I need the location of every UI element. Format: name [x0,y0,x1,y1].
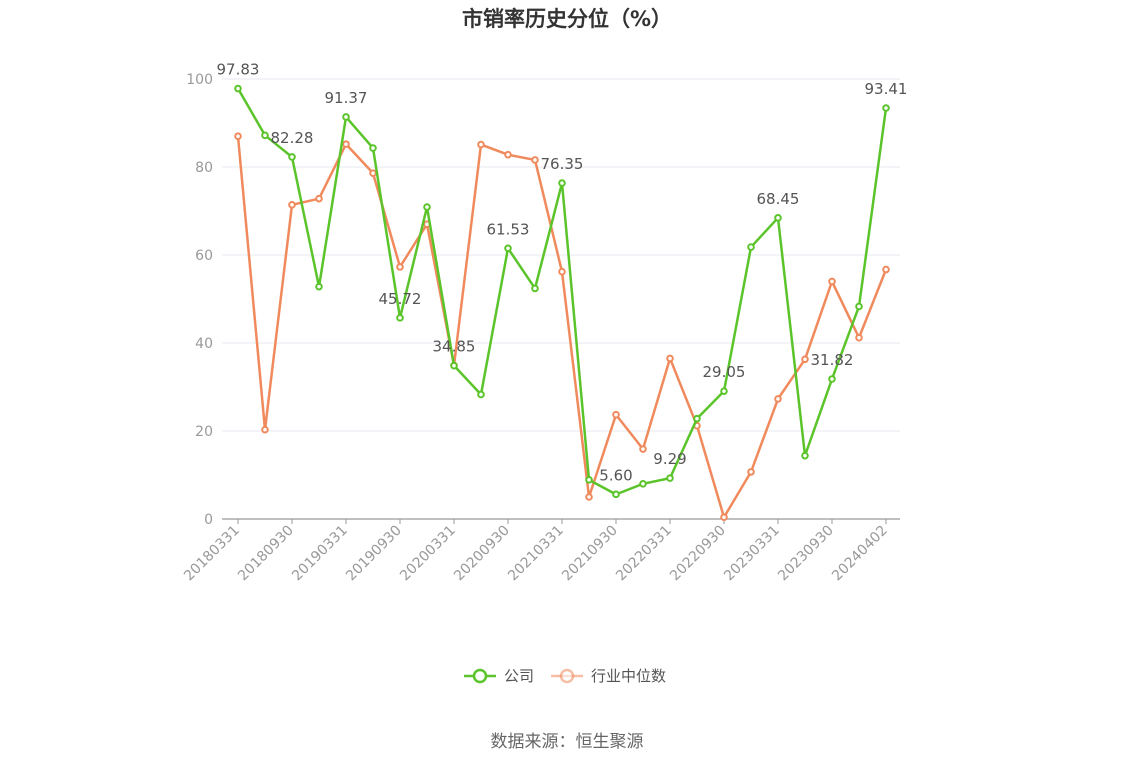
y-tick-label: 80 [195,160,213,176]
x-tick-label: 20190331 [289,523,351,585]
data-label: 93.41 [865,80,908,98]
data-point[interactable] [477,390,485,399]
data-point[interactable] [558,267,566,276]
y-tick-label: 60 [195,248,213,264]
data-point[interactable] [315,282,323,291]
data-label: 61.53 [487,220,530,238]
y-tick-label: 100 [186,72,213,88]
data-point[interactable] [261,425,269,434]
x-tick-label: 20240402 [829,523,891,585]
data-point[interactable] [774,395,782,403]
data-point[interactable] [558,179,566,187]
data-point[interactable] [531,156,539,164]
series-line [236,87,888,496]
data-point[interactable] [801,451,809,460]
data-point[interactable] [828,277,836,286]
legend[interactable]: 公司 行业中位数 [464,667,666,685]
series-0 [234,84,890,499]
data-point[interactable] [720,387,728,395]
data-label: 76.35 [541,155,584,173]
legend-item-industry-median[interactable]: 行业中位数 [551,667,666,685]
data-label: 68.45 [757,190,800,208]
data-point[interactable] [315,194,323,203]
data-point[interactable] [612,490,620,499]
data-point[interactable] [747,468,755,476]
data-point[interactable] [288,201,296,209]
data-label: 31.82 [811,351,854,369]
data-point[interactable] [342,140,350,148]
data-label: 91.37 [325,89,368,107]
legend-item-company[interactable]: 公司 [464,667,534,685]
data-point[interactable] [342,113,350,121]
data-point[interactable] [531,284,539,293]
x-tick-label: 20180930 [235,523,297,585]
x-tick-label: 20190930 [343,523,405,585]
data-point[interactable] [855,333,863,342]
data-point[interactable] [423,203,431,211]
data-point[interactable] [261,131,269,140]
data-point[interactable] [855,302,863,311]
data-point[interactable] [450,361,458,370]
data-point[interactable] [801,355,809,364]
y-tick-label: 40 [195,336,213,352]
x-tick-label: 20210331 [505,523,567,585]
data-point[interactable] [504,150,512,159]
data-point[interactable] [666,354,674,363]
data-point[interactable] [639,445,647,453]
y-axis: 0 20 40 60 80 100 [186,72,213,528]
source-note: 数据来源：恒生聚源 [491,732,644,752]
data-point[interactable] [882,265,890,274]
data-label: 34.85 [433,338,476,356]
legend-label-company: 公司 [504,667,534,685]
data-point[interactable] [396,263,404,271]
x-tick-label: 20220331 [613,523,675,585]
series-layer [234,84,890,522]
data-point[interactable] [720,513,728,522]
data-point[interactable] [774,214,782,222]
data-label: 97.83 [217,61,260,79]
data-point[interactable] [666,474,674,482]
data-point[interactable] [828,375,836,383]
x-tick-label: 20180331 [181,523,243,585]
data-label: 29.05 [703,363,746,381]
x-tick-label: 20200331 [397,523,459,585]
legend-label-industry-median: 行业中位数 [591,667,666,685]
data-point[interactable] [693,414,701,423]
data-point[interactable] [234,132,242,140]
series-1 [234,132,890,522]
data-point[interactable] [585,493,593,501]
data-point[interactable] [882,104,890,112]
data-point[interactable] [747,243,755,251]
x-tick-label: 20210930 [559,523,621,585]
data-point[interactable] [504,244,512,253]
data-point[interactable] [234,84,242,93]
x-tick-label: 20200930 [451,523,513,585]
data-label: 5.60 [599,466,632,484]
data-point[interactable] [639,480,647,488]
data-point[interactable] [288,153,296,161]
data-point[interactable] [612,410,620,419]
x-tick-label: 20230331 [721,523,783,585]
data-point[interactable] [369,144,377,152]
y-tick-label: 0 [204,512,213,528]
data-labels: 97.83 82.28 91.37 45.72 34.85 61.53 76.35 5.60 9… [217,61,908,485]
x-tick-label: 20220930 [667,523,729,585]
data-point[interactable] [396,314,404,322]
data-point[interactable] [369,169,377,177]
x-axis: 2018033120180930201903312019093020200331… [181,518,900,585]
data-point[interactable] [477,140,485,149]
data-label: 82.28 [271,129,314,147]
data-point[interactable] [585,476,593,484]
data-label: 9.29 [653,450,686,468]
x-tick-label: 20230930 [775,523,837,585]
data-label: 45.72 [379,290,422,308]
chart-title: 市销率历史分位（%） [462,7,672,31]
y-tick-label: 20 [195,424,213,440]
